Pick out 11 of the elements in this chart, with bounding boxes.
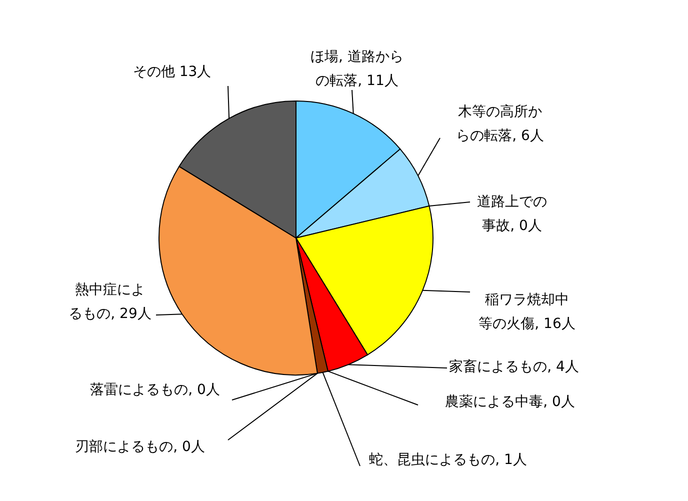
legend-label: 道路上での事故, 0人 [477,194,547,234]
slice-label: 木等の高所からの転落, 6人 [456,104,544,144]
slice-label: ほ場, 道路からの転落, 11人 [310,49,404,89]
slice-label: 蛇、昆虫によるもの, 1人 [369,452,527,468]
category-label: 落雷によるもの, 0人 [90,382,220,398]
slice-label: 稲ワラ焼却中等の火傷, 16人 [478,292,576,332]
slice-label: 家畜によるもの, 4人 [449,358,579,375]
category-label: 農薬による中毒, 0人 [445,394,575,410]
slice-label: 熱中症によるもの, 29人 [68,282,152,322]
category-label: 刃部によるもの, 0人 [75,439,205,455]
slice-label: その他 13人 [132,64,212,80]
